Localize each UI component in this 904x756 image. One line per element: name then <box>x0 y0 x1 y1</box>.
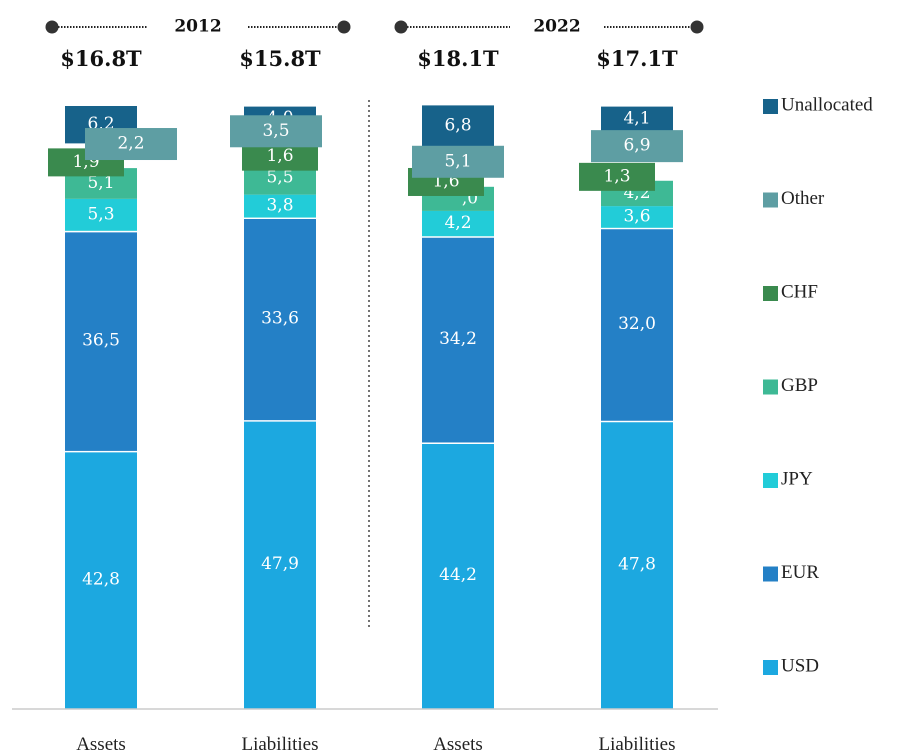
legend-item-gbp: GBP <box>763 375 818 396</box>
bar-segment-eur <box>422 236 494 443</box>
data-label-usd: 47,9 <box>261 554 299 574</box>
bar-segment-jpy <box>244 194 316 218</box>
bar-segment-chf <box>579 162 655 191</box>
category-label: Liabilities <box>241 734 318 755</box>
data-label-jpy: 5,3 <box>87 204 114 224</box>
bar-segment-eur <box>601 227 673 421</box>
legend-label: CHF <box>781 281 818 302</box>
total-label: $15.8T <box>239 46 321 71</box>
data-label-usd: 42,8 <box>82 569 120 589</box>
bar-segment-chf <box>242 142 318 171</box>
year-header-2012: 2012 <box>45 17 351 37</box>
legend-item-eur: EUR <box>763 562 819 583</box>
bar-column-3: 47,832,03,64,24,1 <box>601 106 673 709</box>
data-label-gbp: 5,5 <box>266 168 293 188</box>
bar-segment-usd <box>422 442 494 709</box>
bar-segment-eur <box>244 217 316 421</box>
data-label-eur: 32,0 <box>618 314 656 334</box>
bar-segment-jpy <box>65 198 137 231</box>
legend-item-chf: CHF <box>763 281 818 302</box>
total-label: $18.1T <box>417 46 499 71</box>
data-label-usd: 47,8 <box>618 554 656 574</box>
category-label: Assets <box>433 734 483 755</box>
legend-label: Other <box>781 188 825 209</box>
data-label-jpy: 4,2 <box>444 213 471 233</box>
bar-segment-other <box>591 130 683 163</box>
data-label-jpy: 3,6 <box>623 206 650 226</box>
legend-label: GBP <box>781 375 818 396</box>
data-label-jpy: 3,8 <box>266 196 293 216</box>
legend-swatch <box>763 473 778 488</box>
data-label-eur: 36,5 <box>82 330 120 350</box>
data-label-usd: 44,2 <box>439 565 477 585</box>
total-label: $16.8T <box>60 46 142 71</box>
bar-segment-other <box>412 145 504 178</box>
data-label-chf: 1,3 <box>603 166 630 186</box>
bar-segment-jpy <box>422 210 494 237</box>
legend-label: Unallocated <box>781 94 873 115</box>
data-label-other: 3,5 <box>262 121 289 141</box>
bar-column-0: 42,836,55,35,16,2 <box>65 106 137 709</box>
legend-swatch <box>763 286 778 301</box>
bar-segment-usd <box>65 450 137 709</box>
bar-segment-usd <box>601 420 673 709</box>
legend-swatch <box>763 99 778 114</box>
legend-swatch <box>763 566 778 582</box>
legend-swatch <box>763 192 778 208</box>
year-headers: 2012 2022 <box>45 17 704 37</box>
legend-item-usd: USD <box>763 655 819 676</box>
bar-column-1: 47,933,63,85,54,0 <box>244 106 316 709</box>
year-header-2022: 2022 <box>394 17 704 37</box>
category-label: Assets <box>76 734 126 755</box>
legend-label: USD <box>781 655 819 676</box>
bar-segment-usd <box>244 420 316 709</box>
data-label-gbp: 5,1 <box>87 173 114 193</box>
year-label-2012: 2012 <box>174 17 221 37</box>
data-label-unallocated: 4,1 <box>623 108 650 128</box>
totals: $16.8T $15.8T $18.1T $17.1T <box>60 46 678 71</box>
legend-label: EUR <box>781 562 819 583</box>
legend-label: JPY <box>781 468 813 489</box>
data-label-chf: 1,6 <box>266 146 293 166</box>
legend-item-unallocated: Unallocated <box>763 94 873 115</box>
legend-swatch <box>763 379 778 395</box>
bar-segment-jpy <box>601 206 673 228</box>
callouts: 1,92,21,63,51,65,11,36,9 <box>48 115 683 196</box>
bar-segment-unallocated <box>601 106 673 132</box>
data-label-other: 6,9 <box>623 136 650 156</box>
total-label: $17.1T <box>596 46 678 71</box>
bar-segment-eur <box>65 230 137 451</box>
legend-item-jpy: JPY <box>763 468 813 489</box>
data-label-eur: 34,2 <box>439 329 477 349</box>
bar-segment-unallocated <box>422 105 494 147</box>
category-labels: Assets Liabilities Assets Liabilities <box>76 734 675 755</box>
year-label-2022: 2022 <box>533 17 580 37</box>
category-label: Liabilities <box>598 734 675 755</box>
bar-segment-other <box>85 128 177 161</box>
data-label-eur: 33,6 <box>261 308 299 328</box>
data-label-unallocated: 6,8 <box>444 115 471 135</box>
bars: 42,836,55,35,16,247,933,63,85,54,044,234… <box>65 105 673 709</box>
data-label-other: 2,2 <box>117 134 144 154</box>
bar-segment-other <box>230 115 322 148</box>
data-label-other: 5,1 <box>444 151 471 171</box>
legend-swatch <box>763 660 778 675</box>
legend: Unallocated Other CHF GBP JPY EUR USD <box>763 94 873 676</box>
bar-column-2: 44,234,24,2,06,8 <box>422 105 494 709</box>
legend-item-other: Other <box>763 188 825 209</box>
